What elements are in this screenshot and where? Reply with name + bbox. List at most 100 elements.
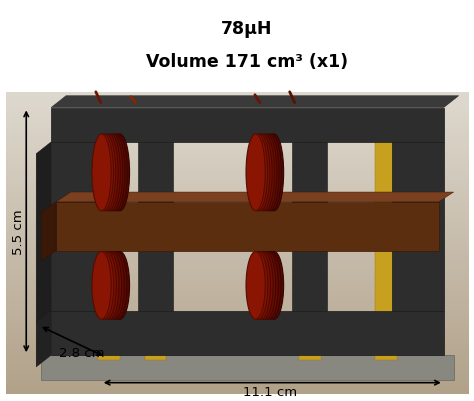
Ellipse shape (246, 134, 265, 211)
Bar (6, 319, 469, 324)
Bar (292, 142, 328, 311)
Bar (6, 309, 469, 314)
Polygon shape (299, 131, 328, 137)
Ellipse shape (248, 134, 267, 211)
Ellipse shape (254, 251, 273, 319)
Ellipse shape (94, 251, 114, 319)
Bar (6, 157, 469, 162)
Bar (6, 284, 469, 288)
Text: 78μH: 78μH (221, 20, 273, 38)
Bar (6, 339, 469, 344)
Ellipse shape (110, 134, 129, 211)
Ellipse shape (102, 251, 122, 319)
Bar (6, 268, 469, 273)
Bar (56, 202, 439, 251)
Ellipse shape (92, 134, 111, 211)
Bar (6, 263, 469, 268)
Bar (6, 334, 469, 339)
Polygon shape (98, 131, 128, 137)
Bar (6, 354, 469, 359)
Bar (6, 374, 469, 379)
Bar (6, 213, 469, 218)
Bar (6, 253, 469, 258)
Bar (6, 132, 469, 137)
Ellipse shape (264, 134, 283, 211)
Polygon shape (41, 202, 56, 261)
Ellipse shape (99, 134, 118, 211)
Bar (145, 137, 166, 360)
Bar (6, 384, 469, 389)
Bar (6, 147, 469, 152)
Ellipse shape (256, 251, 276, 319)
Ellipse shape (262, 134, 282, 211)
Bar (6, 182, 469, 188)
Ellipse shape (92, 251, 111, 319)
Ellipse shape (97, 251, 117, 319)
Bar (6, 107, 469, 112)
Bar (6, 329, 469, 334)
Bar (6, 324, 469, 329)
Bar (6, 102, 469, 107)
Bar (6, 162, 469, 168)
Polygon shape (36, 311, 51, 367)
Polygon shape (56, 192, 454, 202)
Bar (6, 364, 469, 369)
Bar (6, 142, 469, 147)
Ellipse shape (106, 134, 125, 211)
Bar (6, 172, 469, 178)
Ellipse shape (94, 134, 113, 211)
Bar (375, 137, 397, 360)
Text: Volume 171 cm³ (x1): Volume 171 cm³ (x1) (146, 53, 348, 71)
Bar (6, 233, 469, 238)
Bar (98, 137, 120, 360)
Ellipse shape (105, 251, 124, 319)
Polygon shape (375, 131, 405, 137)
Ellipse shape (251, 251, 271, 319)
Bar (6, 344, 469, 349)
Ellipse shape (100, 251, 119, 319)
Bar (6, 218, 469, 223)
Bar (6, 178, 469, 182)
Bar (6, 192, 469, 198)
Bar (6, 314, 469, 319)
Bar (51, 142, 103, 311)
Bar (6, 288, 469, 294)
Ellipse shape (253, 134, 272, 211)
Bar (6, 228, 469, 233)
Bar (6, 203, 469, 208)
Ellipse shape (108, 134, 127, 211)
Bar (299, 137, 320, 360)
Bar (6, 299, 469, 304)
Ellipse shape (262, 251, 281, 319)
Bar (6, 389, 469, 395)
Text: 2.8 cm: 2.8 cm (59, 347, 105, 360)
Ellipse shape (259, 251, 278, 319)
Bar (392, 142, 444, 311)
Bar (6, 258, 469, 263)
Ellipse shape (264, 251, 283, 319)
Ellipse shape (257, 134, 277, 211)
Bar (51, 107, 444, 142)
Bar (6, 152, 469, 157)
Bar (6, 188, 469, 192)
Polygon shape (51, 96, 459, 107)
Bar (6, 278, 469, 284)
Bar (137, 142, 173, 311)
Bar (6, 137, 469, 142)
Bar (6, 359, 469, 364)
Bar (6, 198, 469, 203)
Bar (6, 168, 469, 172)
Ellipse shape (246, 251, 265, 319)
Bar (6, 294, 469, 299)
Ellipse shape (249, 251, 268, 319)
Bar (6, 273, 469, 278)
Ellipse shape (103, 134, 123, 211)
Bar (6, 243, 469, 248)
Bar (6, 92, 469, 97)
Bar (6, 127, 469, 132)
Bar (6, 97, 469, 102)
Bar (6, 248, 469, 253)
Ellipse shape (110, 251, 129, 319)
Ellipse shape (97, 134, 116, 211)
Bar (6, 208, 469, 213)
